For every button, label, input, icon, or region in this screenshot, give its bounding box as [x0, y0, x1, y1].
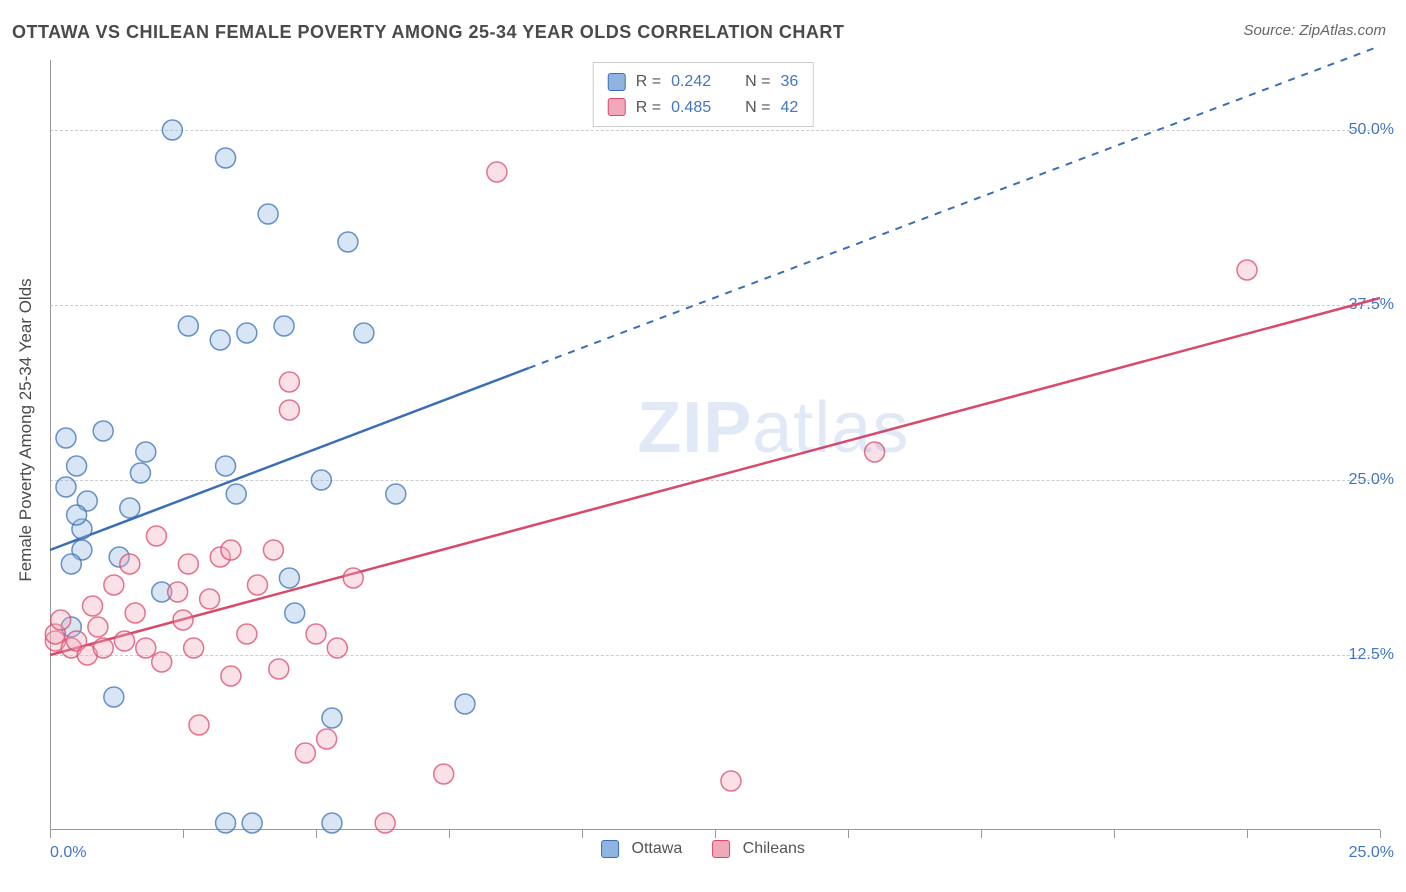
legend-row: R = 0.242 N = 36	[608, 69, 799, 95]
legend-swatch-ottawa	[601, 840, 619, 858]
y-axis-label: Female Poverty Among 25-34 Year Olds	[16, 278, 36, 581]
legend-correlation: R = 0.242 N = 36 R = 0.485 N = 42	[593, 62, 814, 127]
chart-svg	[50, 60, 1380, 830]
source-label: Source: ZipAtlas.com	[1243, 22, 1386, 39]
legend-n-label: N =	[745, 95, 770, 121]
legend-n-value: 42	[780, 95, 798, 121]
legend-swatch-chileans	[712, 840, 730, 858]
x-tick-label-min: 0.0%	[50, 844, 86, 862]
legend-r-label: R =	[636, 69, 661, 95]
legend-label: Chileans	[743, 840, 805, 857]
legend-r-value: 0.242	[671, 69, 711, 95]
legend-n-label: N =	[745, 69, 770, 95]
chart-title: OTTAWA VS CHILEAN FEMALE POVERTY AMONG 2…	[12, 22, 844, 43]
legend-swatch-ottawa	[608, 73, 626, 91]
legend-item-chileans: Chileans	[712, 840, 805, 858]
legend-row: R = 0.485 N = 42	[608, 95, 799, 121]
legend-r-value: 0.485	[671, 95, 711, 121]
legend-r-label: R =	[636, 95, 661, 121]
legend-swatch-chileans	[608, 98, 626, 116]
legend-series: Ottawa Chileans	[601, 840, 805, 858]
legend-n-value: 36	[780, 69, 798, 95]
x-tick-label-max: 25.0%	[1349, 844, 1394, 862]
legend-label: Ottawa	[632, 840, 683, 857]
legend-item-ottawa: Ottawa	[601, 840, 682, 858]
